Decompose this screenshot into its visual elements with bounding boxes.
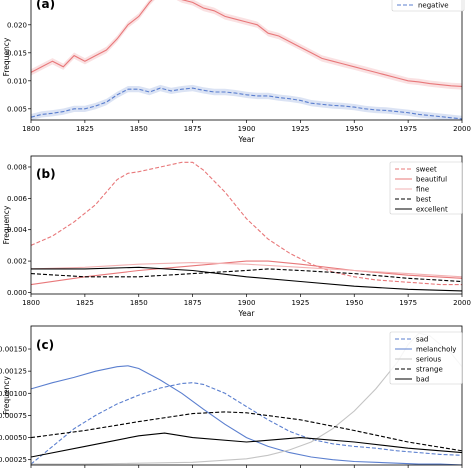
y-tick-label: 0.005 [7, 105, 27, 113]
legend-label-bad: bad [416, 376, 429, 384]
y-tick-label: 0.010 [7, 77, 27, 85]
legend-label-negative: negative [418, 2, 449, 10]
legend-label-strange: strange [416, 366, 443, 374]
legend-label-sad: sad [416, 336, 428, 344]
y-axis-label: Frequency [2, 376, 11, 415]
y-tick-label: 0.004 [7, 226, 28, 234]
panel-2: 1800 1825 1850 1875 1900 1925 1950 1975 2000 0.00… [2, 155, 471, 318]
x-axis-label: Year [238, 309, 256, 318]
legend-label-melancholy: melancholy [416, 346, 456, 354]
panel-label: (c) [36, 338, 54, 352]
legend-label-excellent: excellent [416, 206, 448, 214]
y-tick-label: 0.00150 [0, 346, 27, 354]
series-line-best [31, 268, 462, 283]
series-band-negative [31, 84, 462, 120]
x-tick-label: 1950 [345, 125, 363, 133]
x-tick-label: 1925 [291, 299, 309, 307]
panel-label: (b) [36, 167, 56, 181]
panel-1: 1800 1825 1850 1875 1900 1925 1950 1975 2000 0.00… [2, 0, 471, 144]
x-tick-label: 1825 [76, 299, 94, 307]
panel-label: (a) [36, 0, 55, 11]
x-tick-label: 2000 [453, 299, 471, 307]
axes-frame [30, 0, 463, 121]
x-tick-label: 1800 [22, 125, 40, 133]
y-tick-label: 0.015 [7, 49, 27, 57]
series-line-beautiful [31, 260, 462, 286]
y-tick-label: 0.00075 [0, 412, 27, 420]
series-line-fine [31, 262, 462, 278]
x-tick-label: 1850 [130, 125, 148, 133]
legend: negative [391, 0, 465, 12]
y-tick-label: 0.025 [7, 0, 27, 1]
y-tick-label: 0.008 [7, 163, 27, 171]
y-tick-label: 0.000 [7, 289, 27, 297]
legend-label-sweet: sweet [416, 166, 437, 174]
x-tick-label: 1875 [184, 299, 202, 307]
y-tick-label: 0.00125 [0, 368, 27, 376]
x-tick-label: 1975 [399, 125, 417, 133]
series-band-positive [31, 0, 462, 90]
y-tick-label: 0.006 [7, 195, 28, 203]
series-line-negative [31, 87, 462, 120]
x-tick-label: 1925 [291, 125, 309, 133]
series-line-strange [31, 411, 462, 452]
x-tick-label: 1900 [238, 299, 256, 307]
legend: sweet beautiful fine best excellent [389, 161, 463, 215]
series-line-sweet [31, 161, 462, 286]
x-tick-label: 1950 [345, 299, 363, 307]
x-tick-label: 1850 [130, 299, 148, 307]
legend-label-beautiful: beautiful [416, 176, 447, 184]
x-tick-label: 1800 [22, 299, 40, 307]
legend-box [389, 331, 463, 385]
x-tick-label: 1875 [184, 125, 202, 133]
legend-label-best: best [416, 196, 431, 204]
legend-label-fine: fine [416, 186, 429, 194]
y-tick-label: 0.00025 [0, 456, 27, 464]
legend-box [389, 161, 463, 215]
legend-label-serious: serious [416, 356, 441, 364]
y-tick-label: 0.00100 [0, 390, 27, 398]
series-line-bad [31, 432, 462, 458]
x-tick-label: 1900 [238, 125, 256, 133]
legend-box [391, 0, 465, 12]
y-axis-label: Frequency [2, 37, 11, 76]
series-line-sad [31, 382, 462, 465]
x-tick-label: 2000 [453, 125, 471, 133]
series-line-melancholy [31, 365, 462, 465]
y-axis-label: Frequency [2, 205, 11, 244]
x-axis-label: Year [238, 135, 256, 144]
x-tick-label: 1825 [76, 125, 94, 133]
panel-3: 0.00025 0.00050 0.00075 0.00100 0.00125 0.001… [0, 325, 463, 468]
series-line-positive [31, 0, 462, 87]
x-tick-label: 1975 [399, 299, 417, 307]
y-tick-label: 0.00050 [0, 434, 27, 442]
y-tick-label: 0.020 [7, 21, 27, 29]
y-tick-label: 0.002 [7, 258, 27, 266]
legend: sad melancholy serious strange bad [389, 331, 463, 385]
series-line-excellent [31, 266, 462, 292]
